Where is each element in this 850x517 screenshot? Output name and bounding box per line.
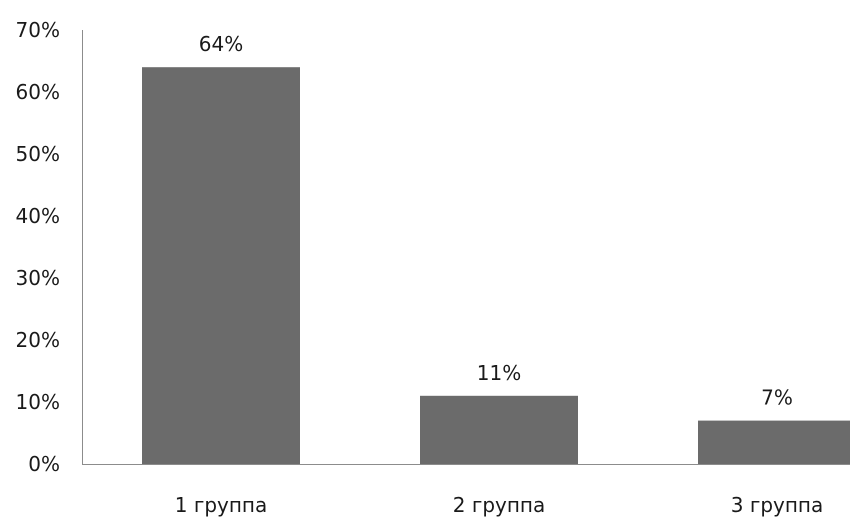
y-tick-label: 0%: [28, 452, 60, 476]
y-tick-label: 10%: [16, 390, 60, 414]
bar-data-label: 11%: [477, 361, 521, 385]
bar: [142, 67, 300, 464]
data-labels-group: 64% 11% 7%: [199, 32, 793, 409]
bar-data-label: 7%: [761, 386, 793, 410]
y-tick-label: 50%: [16, 142, 60, 166]
bar: [698, 420, 850, 464]
bar: [420, 395, 578, 464]
bars-group: [142, 67, 850, 464]
y-tick-label: 40%: [16, 204, 60, 228]
y-tick-label: 30%: [16, 266, 60, 290]
y-tick-label: 60%: [16, 80, 60, 104]
x-category-label: 1 группа: [175, 493, 268, 517]
bar-data-label: 64%: [199, 32, 243, 56]
y-tick-label: 70%: [16, 18, 60, 42]
x-category-label: 3 группа: [731, 493, 824, 517]
x-category-label: 2 группа: [453, 493, 546, 517]
y-axis-ticks: 0% 10% 20% 30% 40% 50% 60% 70%: [16, 18, 60, 476]
y-tick-label: 20%: [16, 328, 60, 352]
category-labels-group: 1 группа 2 группа 3 группа: [175, 493, 824, 517]
